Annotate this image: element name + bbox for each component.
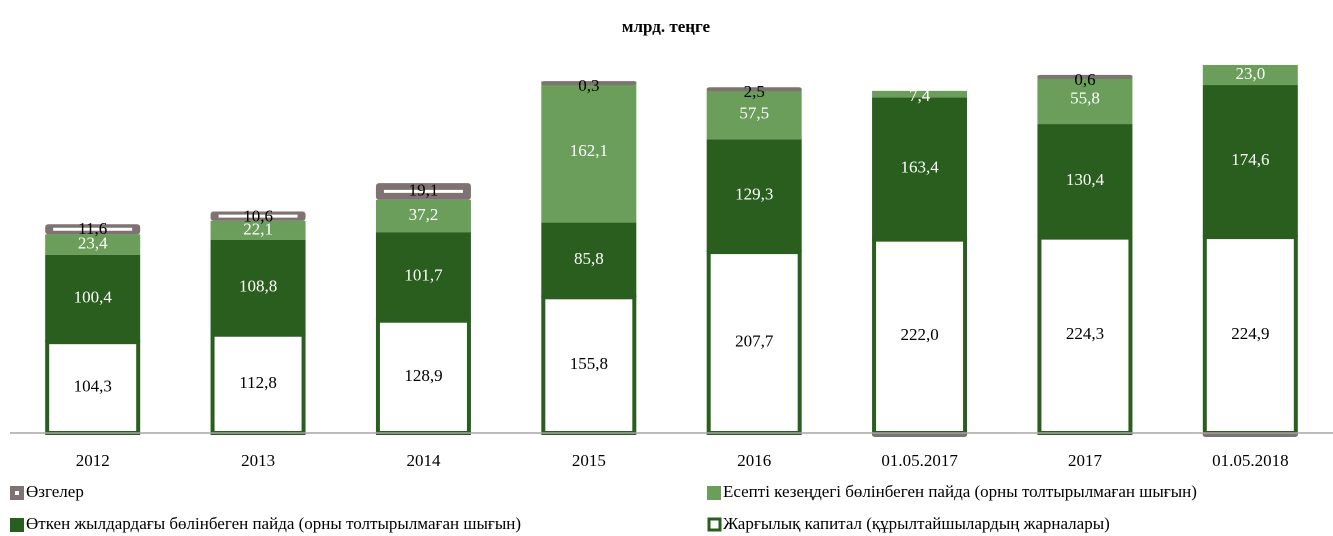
legend-swatch: [707, 486, 721, 500]
data-label: 100,4: [74, 287, 113, 306]
legend-swatch-inner: [15, 491, 19, 495]
bar-segment: [541, 81, 637, 86]
bar-segment: [1202, 65, 1298, 86]
bar-segment: [706, 89, 802, 140]
data-label: 101,7: [404, 265, 443, 284]
x-tick-label: 2017: [1068, 451, 1103, 470]
data-label: 112,8: [239, 373, 277, 392]
data-label: 11,6: [78, 219, 107, 238]
data-label: 129,3: [735, 185, 773, 204]
bar-segment: [1037, 74, 1133, 79]
x-tick-label: 01.05.2017: [881, 451, 958, 470]
data-label: 108,8: [239, 276, 277, 295]
data-label: 57,5: [739, 103, 769, 122]
data-label: 104,3: [74, 376, 112, 395]
bar-segment: [706, 250, 802, 435]
data-label: 0,6: [1074, 70, 1095, 89]
data-label: 222,0: [900, 325, 938, 344]
legend-label: Есепті кезеңдегі бөлінбеген пайда (орны …: [723, 482, 1197, 501]
legend-label: Жарғылық капитал (құрылтайшылардың жарна…: [723, 514, 1110, 533]
legend-label: Өзгелер: [26, 482, 84, 501]
data-label: 19,1: [409, 180, 439, 199]
data-label: 37,2: [409, 205, 439, 224]
bar-segment: [210, 220, 306, 240]
data-label: 163,4: [900, 157, 939, 176]
data-label: 23,4: [78, 233, 108, 252]
bar-segment: [210, 239, 306, 335]
bar-segment: [872, 433, 968, 437]
bar-segment: [706, 87, 802, 92]
data-label: 10,6: [243, 206, 273, 225]
data-label: 55,8: [1070, 89, 1100, 108]
bar-segment: [1037, 75, 1133, 125]
data-label: 207,7: [735, 331, 774, 350]
bar-segment: [872, 237, 968, 435]
legend-label: Өткен жылдардағы бөлінбеген пайда (орны …: [26, 514, 521, 533]
x-tick-label: 01.05.2018: [1212, 451, 1289, 470]
bar-segment: [541, 222, 637, 298]
data-label: 7,4: [909, 86, 931, 105]
data-label: 22,1: [243, 219, 273, 238]
bar-segment: [541, 81, 637, 223]
x-tick-label: 2012: [76, 451, 110, 470]
data-label: 2,5: [744, 82, 765, 101]
x-tick-label: 2013: [241, 451, 275, 470]
bar-segment: [541, 295, 637, 435]
data-label: 130,4: [1066, 170, 1105, 189]
bar-segment: [872, 97, 968, 240]
data-label: 128,9: [404, 366, 442, 385]
data-label: 162,1: [570, 141, 608, 160]
data-label: 85,8: [574, 249, 604, 268]
data-label: 155,8: [570, 354, 608, 373]
x-tick-label: 2014: [406, 451, 441, 470]
x-tick-label: 2015: [572, 451, 606, 470]
bar-segment: [1202, 433, 1298, 437]
legend-swatch: [707, 517, 722, 532]
data-label: 0,3: [578, 76, 599, 95]
chart-title: млрд. теңге: [622, 17, 711, 36]
x-tick-label: 2016: [737, 451, 771, 470]
data-label: 174,6: [1231, 150, 1269, 169]
data-label: 224,3: [1066, 324, 1104, 343]
bar-segment: [45, 254, 141, 343]
data-label: 23,0: [1235, 64, 1265, 83]
bar-segment: [1202, 85, 1298, 238]
bar-segment: [706, 139, 802, 253]
bar-segment: [872, 90, 968, 98]
legend-swatch: [10, 518, 24, 532]
bar-segment: [375, 199, 471, 233]
data-label: 224,9: [1231, 324, 1269, 343]
bar-segment: [375, 232, 471, 321]
bar-segment: [45, 234, 141, 255]
bar-segment: [1037, 124, 1133, 238]
